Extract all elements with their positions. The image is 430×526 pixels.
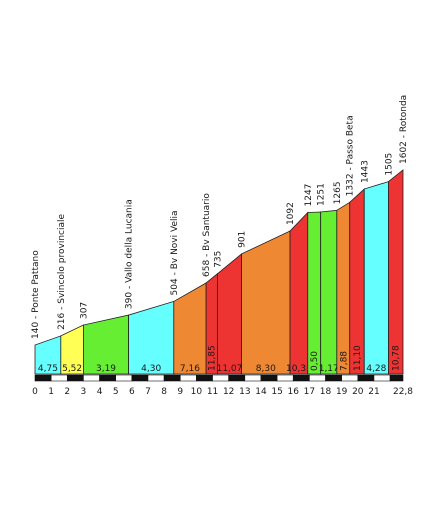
point-label: 140 - Ponte Pattano (31, 250, 41, 339)
point-label: 1251 (317, 183, 327, 206)
x-tick-label: 2 (64, 387, 70, 397)
segment-gradient-label: 7,16 (180, 364, 200, 374)
distance-bar-stripe (50, 374, 68, 382)
point-label: 901 (238, 231, 248, 248)
x-tick-label: 6 (129, 387, 135, 397)
distance-bar-stripe (196, 374, 213, 382)
profile-segment (173, 282, 207, 375)
x-tick-label: 21 (368, 387, 379, 397)
x-tick-label: 16 (288, 387, 300, 397)
x-tick-label: 19 (336, 387, 348, 397)
segment-gradient-label: 11,07 (217, 364, 243, 374)
distance-bar-stripe (357, 374, 375, 382)
profile-segment (336, 201, 351, 375)
point-label: 216 - Svincolo provinciale (57, 213, 67, 329)
distance-bar-stripe (228, 374, 246, 382)
x-tick-label: 4 (97, 387, 103, 397)
segment-gradient-label: 11,85 (208, 345, 218, 371)
distance-bar-stripe (115, 374, 133, 382)
distance-bar-stripe (34, 374, 52, 382)
segment-gradient-label: 7,88 (339, 351, 349, 371)
profile-segment (307, 211, 322, 375)
distance-bar-stripe (276, 374, 294, 382)
point-label: 1505 (384, 153, 394, 176)
profile-segment (320, 209, 338, 375)
x-tick-label: 14 (255, 387, 267, 397)
segment-gradient-label: 3,19 (96, 364, 116, 374)
segment-gradient-label: 4,30 (141, 364, 161, 374)
segment-gradient-label: 10,78 (392, 345, 402, 371)
segment-gradient-label: 5,52 (62, 364, 82, 374)
distance-bar-stripe (99, 374, 117, 382)
x-tick-label: 10 (191, 387, 203, 397)
segment-gradient-label: 4,28 (366, 364, 386, 374)
segment-gradient-label: 8,30 (256, 364, 276, 374)
segment-gradient-label: 0,50 (310, 351, 320, 371)
profile-segment (289, 211, 309, 375)
x-tick-label: 20 (352, 387, 364, 397)
distance-bar-stripe (373, 374, 391, 382)
x-tick-label: 8 (161, 387, 167, 397)
x-tick-label: 5 (113, 387, 119, 397)
x-tick-label: 13 (239, 387, 250, 397)
point-label: 1265 (333, 181, 343, 204)
point-label: 1602 - Rotonda (399, 95, 409, 164)
profile-segment (216, 253, 242, 375)
distance-bar-stripe (244, 374, 262, 382)
distance-bar-stripe (309, 374, 326, 382)
x-tick-label: 7 (145, 387, 151, 397)
profile-segment (363, 181, 389, 375)
x-tick-label: 1 (48, 387, 54, 397)
distance-bar-stripe (325, 374, 342, 382)
distance-bar-stripe (147, 374, 165, 382)
distance-bar-stripe (83, 374, 100, 382)
x-tick-label: 12 (223, 387, 234, 397)
point-label: 658 - Bv Santuario (202, 193, 212, 277)
point-label: 1332 - Passo Beta (346, 115, 356, 196)
distance-bar-stripe (260, 374, 278, 382)
point-label: 504 - Bv Novi Velia (170, 210, 180, 295)
distance-bar-stripe (163, 374, 181, 382)
distance-bar-stripe (131, 374, 149, 382)
segment-gradient-label: 1,17 (319, 364, 339, 374)
segment-gradient-label: 11,10 (353, 345, 363, 371)
distance-bar-stripe (292, 374, 310, 382)
point-label: 1443 (360, 160, 370, 183)
x-tick-label: 11 (207, 387, 218, 397)
distance-bar-stripe (212, 374, 229, 382)
segment-gradient-label: 10,33 (286, 364, 312, 374)
profile-segment (388, 169, 404, 375)
point-label: 307 (79, 302, 89, 319)
x-tick-label: 15 (271, 387, 282, 397)
x-tick-label: 9 (177, 387, 183, 397)
x-tick-label: 22,8 (393, 387, 413, 397)
x-tick-label: 18 (320, 387, 332, 397)
segment-gradient-label: 4,75 (38, 364, 58, 374)
distance-bar-stripe (389, 374, 404, 382)
x-tick-label: 0 (32, 387, 38, 397)
distance-bar-stripe (66, 374, 84, 382)
distance-bar-stripe (179, 374, 197, 382)
point-label: 735 (213, 251, 223, 268)
profile-segment (241, 230, 291, 375)
x-tick-label: 3 (81, 387, 87, 397)
point-label: 1092 (286, 202, 296, 225)
distance-bar-stripe (341, 374, 359, 382)
x-tick-label: 17 (304, 387, 315, 397)
point-label: 1247 (304, 184, 314, 207)
point-label: 390 - Vallo della Lucania (125, 199, 135, 309)
